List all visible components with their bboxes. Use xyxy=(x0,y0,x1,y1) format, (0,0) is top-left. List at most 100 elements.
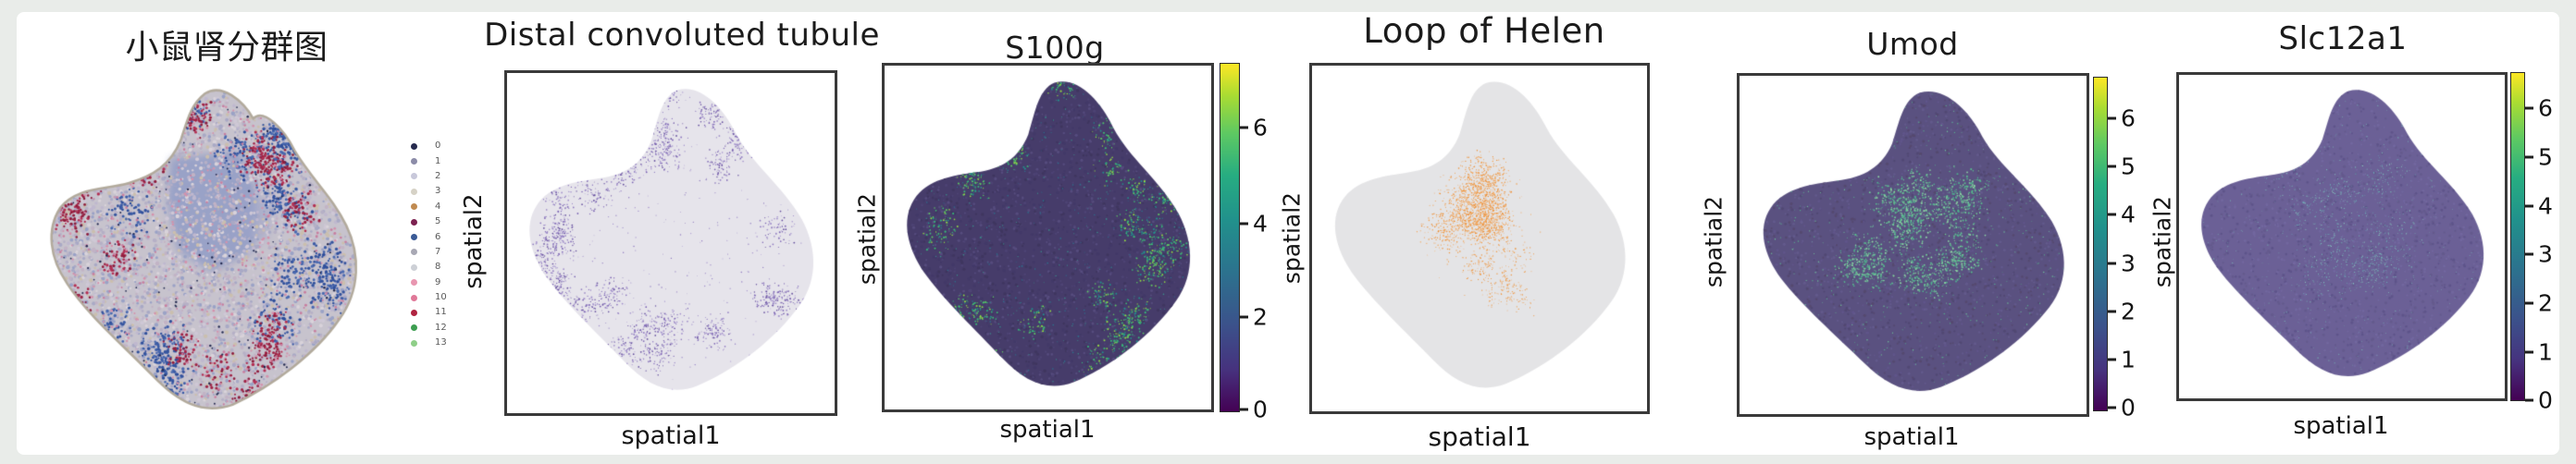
legend-color-dot xyxy=(411,203,417,211)
legend-color-dot xyxy=(411,218,417,226)
colorbar-tick: 4 xyxy=(2108,203,2136,226)
loop-plot-frame xyxy=(1309,63,1650,414)
umod-colorbar xyxy=(2093,77,2108,411)
legend-item: 9 xyxy=(411,275,447,290)
legend-item: 6 xyxy=(411,229,447,244)
legend-color-dot xyxy=(411,339,417,347)
legend-item-label: 13 xyxy=(435,337,447,348)
colorbar-tick-label: 6 xyxy=(2538,94,2553,122)
legend-item-label: 10 xyxy=(435,292,447,303)
colorbar-tick-label: 5 xyxy=(2121,153,2136,180)
loop-plot xyxy=(1312,66,1647,411)
legend-item-label: 0 xyxy=(435,140,441,152)
colorbar-tick-label: 2 xyxy=(2538,289,2553,317)
colorbar-tick-label: 4 xyxy=(2538,192,2553,220)
legend-color-dot xyxy=(411,249,417,256)
dct-title: Distal convoluted tubule xyxy=(484,17,880,54)
colorbar-tick: 0 xyxy=(2525,388,2553,411)
slc12a1-y-axis-label: spatial2 xyxy=(2149,195,2176,288)
colorbar-tickmark xyxy=(2108,262,2116,265)
legend-item-label: 12 xyxy=(435,322,447,333)
colorbar-tick: 3 xyxy=(2525,243,2553,266)
legend-item: 7 xyxy=(411,245,447,260)
colorbar-tickmark xyxy=(2108,310,2116,313)
umod-plot-frame xyxy=(1737,73,2089,417)
colorbar-tick: 0 xyxy=(1240,397,1268,421)
cluster-legend: 0 1 2 3 4 5 xyxy=(411,139,447,350)
dct-x-axis-label: spatial1 xyxy=(621,421,721,450)
legend-item-label: 9 xyxy=(435,276,441,287)
colorbar-tickmark xyxy=(2525,155,2533,159)
legend-color-dot xyxy=(411,294,417,301)
colorbar-tickmark xyxy=(2525,398,2533,402)
colorbar-tick-label: 6 xyxy=(2121,104,2136,132)
colorbar-tickmark xyxy=(2525,204,2533,208)
colorbar-tickmark xyxy=(2108,213,2116,216)
colorbar-tick-label: 2 xyxy=(1253,303,1268,331)
legend-item-label: 4 xyxy=(435,201,441,212)
legend-color-dot xyxy=(411,158,417,165)
legend-color-dot xyxy=(411,324,417,332)
colorbar-tickmark xyxy=(1240,315,1248,319)
slc12a1-plot xyxy=(2179,75,2505,398)
colorbar-tick: 1 xyxy=(2525,340,2553,363)
colorbar-tick-label: 3 xyxy=(2121,250,2136,277)
colorbar-tickmark xyxy=(1240,126,1248,129)
colorbar-tick: 2 xyxy=(2525,291,2553,314)
legend-item-label: 11 xyxy=(435,307,447,318)
colorbar-tick-label: 0 xyxy=(2538,386,2553,414)
legend-color-dot xyxy=(411,188,417,195)
slc12a1-colorbar-ticks: 6 5 4 3 2 1 xyxy=(2525,72,2576,411)
s100g-x-axis-label: spatial1 xyxy=(999,416,1096,444)
legend-item-label: 6 xyxy=(435,231,441,242)
colorbar-tick: 6 xyxy=(2108,106,2136,129)
colorbar-tick: 4 xyxy=(1240,212,1268,235)
colorbar-tickmark xyxy=(2108,165,2116,168)
colorbar-tick: 4 xyxy=(2525,194,2553,217)
slc12a1-plot-frame xyxy=(2176,72,2508,401)
colorbar-tickmark xyxy=(2525,106,2533,110)
legend-item: 1 xyxy=(411,153,447,168)
legend-item: 5 xyxy=(411,214,447,229)
legend-item-label: 8 xyxy=(435,262,441,273)
loop-title: Loop of Helen xyxy=(1363,11,1605,51)
dct-y-axis-label: spatial2 xyxy=(460,193,488,289)
legend-item: 4 xyxy=(411,200,447,214)
colorbar-tick-label: 0 xyxy=(2121,394,2136,421)
umod-title: Umod xyxy=(1866,26,1959,62)
legend-item: 11 xyxy=(411,305,447,320)
umod-y-axis-label: spatial2 xyxy=(1700,195,1728,288)
colorbar-tick-label: 4 xyxy=(1253,210,1268,238)
slc12a1-title: Slc12a1 xyxy=(2278,20,2408,57)
colorbar-tick-label: 0 xyxy=(1253,396,1268,423)
s100g-plot-frame xyxy=(882,63,1214,412)
colorbar-tickmark xyxy=(1240,222,1248,226)
colorbar-tick: 2 xyxy=(1240,306,1268,329)
legend-item-label: 5 xyxy=(435,216,441,227)
colorbar-tick-label: 6 xyxy=(1253,114,1268,141)
colorbar-tickmark xyxy=(2525,252,2533,256)
colorbar-tick: 0 xyxy=(2108,397,2136,420)
cluster-map-title: 小鼠肾分群图 xyxy=(125,29,328,67)
colorbar-tick: 6 xyxy=(1240,116,1268,139)
legend-item: 13 xyxy=(411,336,447,350)
umod-plot xyxy=(1740,76,2087,414)
legend-item-label: 7 xyxy=(435,246,441,257)
legend-item: 12 xyxy=(411,321,447,336)
legend-color-dot xyxy=(411,263,417,271)
legend-color-dot xyxy=(411,279,417,287)
dct-plot xyxy=(507,73,835,413)
slc12a1-x-axis-label: spatial1 xyxy=(2293,412,2389,440)
umod-x-axis-label: spatial1 xyxy=(1864,423,1960,451)
legend-color-dot xyxy=(411,309,417,316)
colorbar-tickmark xyxy=(2525,350,2533,354)
colorbar-tick-label: 4 xyxy=(2121,201,2136,228)
legend-color-dot xyxy=(411,234,417,241)
dct-plot-frame xyxy=(504,70,837,416)
colorbar-tick-label: 5 xyxy=(2538,143,2553,171)
colorbar-tick: 5 xyxy=(2525,145,2553,168)
colorbar-tickmark xyxy=(2108,406,2116,409)
colorbar-tick: 1 xyxy=(2108,348,2136,372)
colorbar-tick-label: 1 xyxy=(2121,346,2136,373)
cluster-map-plot xyxy=(32,72,378,430)
